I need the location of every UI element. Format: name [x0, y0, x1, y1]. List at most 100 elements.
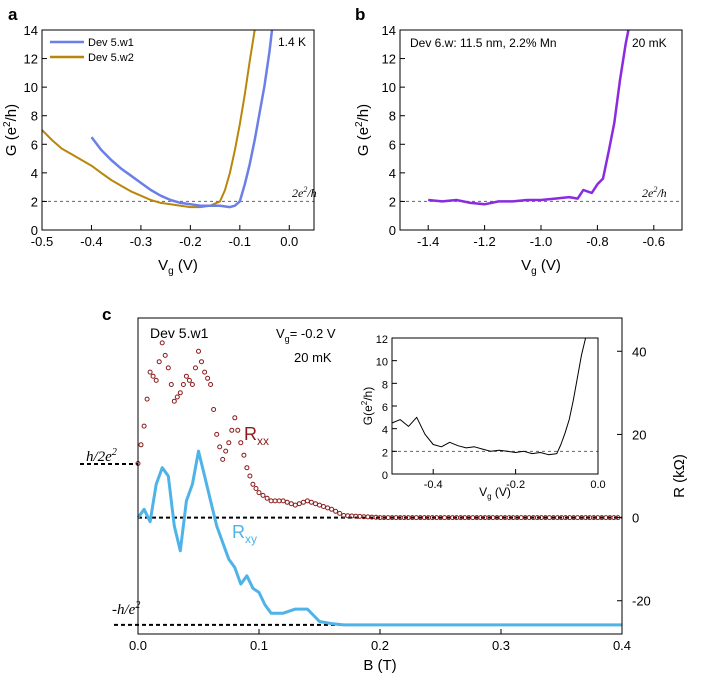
y-tick-label: 8: [382, 379, 388, 391]
series-line-dev-5-w2: [41, 29, 256, 209]
x-tick-label: 0.0: [280, 234, 298, 249]
rxx-point: [264, 495, 270, 501]
rxx-point: [321, 504, 326, 509]
y-tick-label: 40: [632, 344, 646, 359]
y-tick-label: -20: [632, 594, 651, 609]
panel-a-x-ticks: -0.5 -0.4 -0.3 -0.2 -0.1 0.0: [31, 225, 298, 249]
rxx-point: [304, 498, 310, 504]
legend-label-dev-5-w2: Dev 5.w2: [88, 52, 134, 64]
y-tick-label: 0: [389, 223, 396, 238]
rxx-point: [357, 513, 363, 519]
panel-a-legend: Dev 5.w1 Dev 5.w2: [50, 37, 134, 64]
series-label-rxx: Rxx: [244, 424, 269, 448]
rxx-point: [214, 431, 220, 437]
x-tick-label: -0.2: [506, 479, 525, 491]
panel-a-ref-label: 2e2/h: [292, 185, 317, 200]
rxx-point: [168, 382, 174, 387]
rxx-point: [193, 365, 198, 371]
y-tick-label: 12: [382, 52, 396, 67]
rxx-point: [211, 407, 217, 412]
rxx-point: [232, 415, 238, 421]
y-tick-label: 2: [389, 194, 396, 209]
inset-series-line: [391, 337, 587, 456]
series-line-dev-5-w1: [90, 29, 274, 209]
panel-b-ref-label: 2e2/h: [642, 185, 667, 200]
ref-label-minus-h-over-e2: -h/e2: [112, 600, 140, 618]
y-tick-label: 10: [24, 80, 38, 95]
rxx-point: [220, 456, 226, 462]
rxx-point: [199, 359, 204, 365]
panel-a-letter: a: [8, 5, 18, 24]
panel-c-gate-label: Vg= -0.2 V: [276, 326, 336, 344]
rxx-point: [153, 377, 159, 383]
panel-a-frame: [41, 29, 315, 231]
y-tick-label: 14: [24, 23, 38, 38]
panel-a-x-axis-label: Vg (V): [158, 257, 198, 277]
rxx-point: [205, 375, 211, 381]
x-tick-label: 0.2: [371, 638, 389, 653]
rxx-point: [345, 513, 351, 519]
rxx-point: [325, 505, 331, 511]
series-line-dev-6-w: [428, 29, 630, 206]
panel-b-series: [428, 29, 630, 206]
x-tick-label: -0.2: [179, 234, 201, 249]
panel-a-series: [41, 29, 274, 209]
series-label-rxy: Rxy: [232, 522, 257, 546]
x-tick-label: -0.8: [586, 234, 608, 249]
y-tick-label: 0: [632, 511, 639, 526]
rxx-point: [171, 398, 177, 404]
rxx-point: [226, 440, 232, 446]
x-tick-label: 0.4: [613, 638, 631, 653]
inset-series: [391, 337, 587, 456]
rxx-point: [333, 508, 339, 514]
y-tick-label: 8: [31, 109, 38, 124]
rxx-point: [144, 396, 150, 402]
x-tick-label: 0.1: [250, 638, 268, 653]
panel-c-temperature: 20 mK: [294, 350, 332, 365]
panel-b-letter: b: [355, 5, 365, 24]
x-tick-label: 0.0: [590, 479, 605, 491]
rxx-point: [256, 490, 262, 496]
rxx-point: [177, 390, 183, 396]
panel-a-y-axis-label: G (e2/h): [2, 104, 20, 156]
rxx-point: [300, 499, 306, 505]
y-tick-label: 12: [376, 334, 388, 346]
rxx-point: [223, 448, 229, 454]
y-tick-label: 6: [382, 402, 388, 414]
x-tick-label: -0.1: [229, 234, 251, 249]
y-tick-label: 14: [382, 23, 396, 38]
rxx-point: [308, 499, 314, 505]
inset-y-ticks: 0 2 4 6 8 10 12: [376, 334, 397, 482]
rxx-point: [250, 481, 256, 487]
y-tick-label: 10: [376, 357, 388, 369]
y-tick-label: 6: [389, 137, 396, 152]
panel-a: a -0.5 -0.4 -0.3 -0.2 -0.1 0.0 0 2 4 6 8 10 12 14 Vg…: [2, 5, 317, 277]
rxx-point: [229, 427, 235, 433]
rxx-point: [317, 502, 322, 508]
y-tick-label: 0: [31, 223, 38, 238]
rxx-point: [159, 340, 165, 346]
y-tick-label: 4: [31, 166, 38, 181]
y-tick-label: 12: [24, 52, 38, 67]
rxx-point: [162, 352, 168, 358]
rxx-point: [284, 499, 290, 505]
rxx-point: [276, 498, 282, 504]
panel-c-y-ticks: -20 0 20 40: [617, 344, 651, 609]
rxx-point: [292, 502, 298, 508]
rxx-point: [150, 373, 156, 379]
rxx-point: [165, 365, 171, 371]
rxx-point: [147, 369, 153, 375]
y-tick-label: 20: [632, 427, 646, 442]
panel-b-x-axis-label: Vg (V): [521, 257, 561, 277]
rxx-point: [260, 492, 266, 498]
y-tick-label: 4: [389, 166, 396, 181]
panel-c-inset: -0.4 -0.2 0.0 0 2 4 6 8 10 12 Vg (V) G(e2/h): [360, 334, 606, 501]
rxx-point: [337, 510, 343, 516]
panel-b-y-axis-label: G (e2/h): [354, 104, 372, 156]
panel-b-temperature: 20 mK: [632, 36, 667, 50]
panel-b-device-label: Dev 6.w: 11.5 nm, 2.2% Mn: [410, 36, 557, 50]
rxx-point: [268, 498, 274, 504]
panel-c-device-label: Dev 5.w1: [150, 325, 209, 341]
ref-label-h-over-2e2: h/2e2: [86, 447, 117, 465]
